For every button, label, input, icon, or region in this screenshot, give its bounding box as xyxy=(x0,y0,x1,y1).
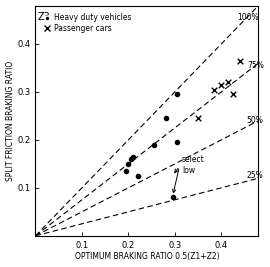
Point xyxy=(196,116,200,120)
Text: Z3: Z3 xyxy=(38,13,50,22)
Y-axis label: SPLIT FRICTION BRAKING RATIO: SPLIT FRICTION BRAKING RATIO xyxy=(6,61,15,181)
X-axis label: OPTIMUM BRAKING RATIO 0.5(Z1+Z2): OPTIMUM BRAKING RATIO 0.5(Z1+Z2) xyxy=(75,252,219,261)
Point xyxy=(231,92,235,96)
Point xyxy=(212,87,217,92)
Point xyxy=(175,140,179,144)
Text: 100%: 100% xyxy=(238,13,259,22)
Text: 50%: 50% xyxy=(247,116,264,125)
Point xyxy=(170,195,175,199)
Text: 75%: 75% xyxy=(247,61,264,70)
Text: 25%: 25% xyxy=(247,171,264,180)
Point xyxy=(163,116,168,120)
Point xyxy=(238,58,242,63)
Point xyxy=(126,162,130,166)
Point xyxy=(124,169,128,173)
Point xyxy=(175,92,179,96)
Legend: Heavy duty vehicles, Passenger cars: Heavy duty vehicles, Passenger cars xyxy=(42,12,133,35)
Point xyxy=(152,143,156,147)
Text: select
low: select low xyxy=(182,155,205,175)
Point xyxy=(136,174,140,178)
Point xyxy=(219,83,224,87)
Point xyxy=(129,157,133,161)
Point xyxy=(226,80,230,84)
Point xyxy=(131,155,135,159)
